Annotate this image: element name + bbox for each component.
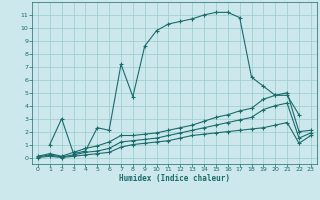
X-axis label: Humidex (Indice chaleur): Humidex (Indice chaleur) (119, 174, 230, 183)
